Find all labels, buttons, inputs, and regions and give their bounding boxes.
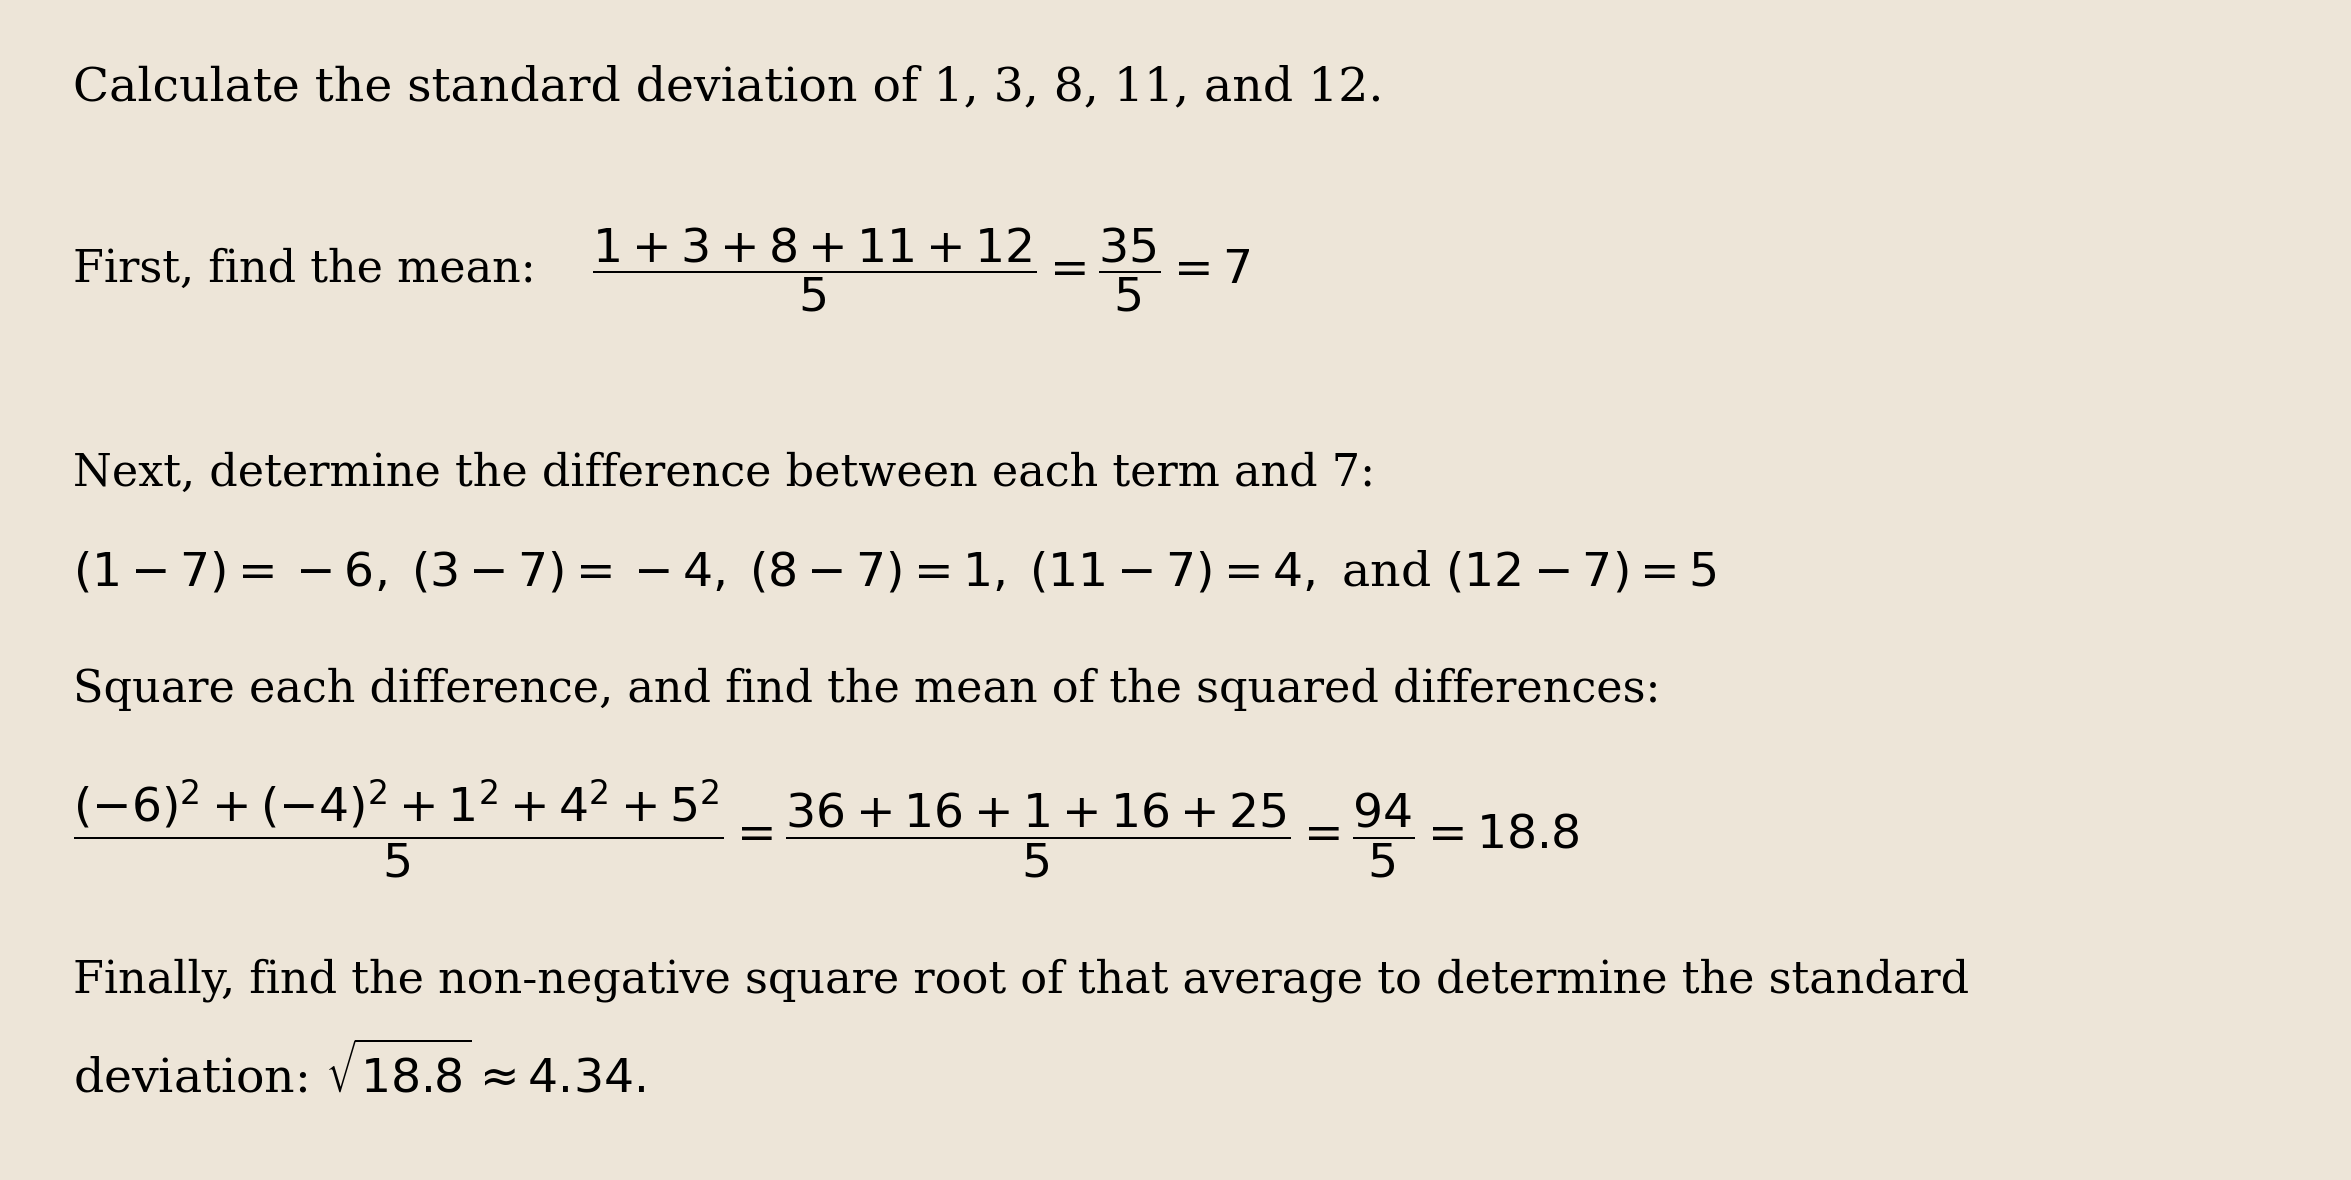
- Text: First, find the mean:: First, find the mean:: [73, 248, 550, 291]
- Text: $\dfrac{1+3+8+11+12}{5} = \dfrac{35}{5} = 7$: $\dfrac{1+3+8+11+12}{5} = \dfrac{35}{5} …: [592, 225, 1251, 314]
- Text: $\dfrac{(-6)^2+(-4)^2+1^2+4^2+5^2}{5} = \dfrac{36+16+1+16+25}{5} = \dfrac{94}{5}: $\dfrac{(-6)^2+(-4)^2+1^2+4^2+5^2}{5} = …: [73, 778, 1580, 880]
- Text: deviation: $\sqrt{18.8} \approx 4.34.$: deviation: $\sqrt{18.8} \approx 4.34.$: [73, 1044, 644, 1103]
- Text: Calculate the standard deviation of 1, 3, 8, 11, and 12.: Calculate the standard deviation of 1, 3…: [73, 65, 1385, 111]
- Text: Square each difference, and find the mean of the squared differences:: Square each difference, and find the mea…: [73, 668, 1660, 710]
- Text: Finally, find the non-negative square root of that average to determine the stan: Finally, find the non-negative square ro…: [73, 959, 1970, 1003]
- Text: $(1 - 7) = -6, \; (3 - 7) = -4, \; (8 - 7) = 1, \; (11 - 7) = 4,$ and $(12 - 7) : $(1 - 7) = -6, \; (3 - 7) = -4, \; (8 - …: [73, 550, 1716, 596]
- Text: Next, determine the difference between each term and 7:: Next, determine the difference between e…: [73, 452, 1375, 494]
